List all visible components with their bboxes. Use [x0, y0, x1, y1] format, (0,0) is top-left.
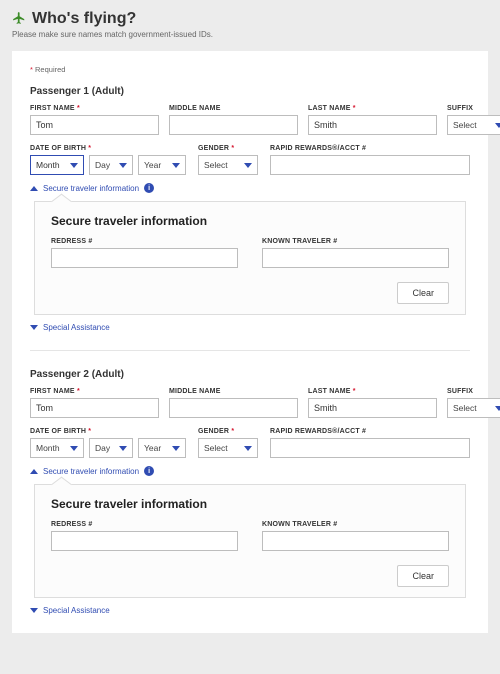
chevron-down-icon — [172, 163, 180, 168]
gender-label: GENDER * — [198, 428, 258, 435]
chevron-down-icon — [244, 163, 252, 168]
redress-label: REDRESS # — [51, 521, 238, 528]
chevron-down-icon — [30, 325, 38, 330]
first-name-input[interactable] — [30, 398, 159, 418]
suffix-select[interactable]: Select — [447, 115, 500, 135]
passenger-info-page: Who's flying? Please make sure names mat… — [0, 0, 500, 647]
redress-input[interactable] — [51, 248, 238, 268]
redress-input[interactable] — [51, 531, 238, 551]
clear-button[interactable]: Clear — [397, 565, 449, 587]
known-traveler-label: KNOWN TRAVELER # — [262, 521, 449, 528]
known-traveler-label: KNOWN TRAVELER # — [262, 238, 449, 245]
secure-panel-title: Secure traveler information — [51, 214, 449, 228]
info-icon[interactable]: i — [144, 183, 154, 193]
gender-label: GENDER * — [198, 145, 258, 152]
gender-select[interactable]: Select — [198, 438, 258, 458]
last-name-input[interactable] — [308, 398, 437, 418]
info-icon[interactable]: i — [144, 466, 154, 476]
rapid-rewards-label: RAPID REWARDS®/ACCT # — [270, 145, 470, 152]
last-name-label: LAST NAME * — [308, 105, 437, 112]
dob-year-select[interactable]: Year — [138, 438, 186, 458]
secure-traveler-toggle[interactable]: Secure traveler informationi — [30, 183, 470, 193]
dob-day-select[interactable]: Day — [89, 438, 133, 458]
first-name-input[interactable] — [30, 115, 159, 135]
divider — [30, 350, 470, 351]
secure-panel-title: Secure traveler information — [51, 497, 449, 511]
middle-name-input[interactable] — [169, 115, 298, 135]
dob-label: DATE OF BIRTH * — [30, 145, 186, 152]
rapid-rewards-input[interactable] — [270, 155, 470, 175]
first-name-label: FIRST NAME * — [30, 388, 159, 395]
page-title: Who's flying? — [32, 10, 136, 28]
redress-label: REDRESS # — [51, 238, 238, 245]
suffix-label: SUFFIX — [447, 105, 500, 112]
chevron-up-icon — [30, 186, 38, 191]
rapid-rewards-label: RAPID REWARDS®/ACCT # — [270, 428, 470, 435]
suffix-label: SUFFIX — [447, 388, 500, 395]
middle-name-label: MIDDLE NAME — [169, 105, 298, 112]
secure-traveler-toggle[interactable]: Secure traveler informationi — [30, 466, 470, 476]
dob-label: DATE OF BIRTH * — [30, 428, 186, 435]
chevron-down-icon — [119, 446, 127, 451]
suffix-select[interactable]: Select — [447, 398, 500, 418]
chevron-down-icon — [495, 123, 500, 128]
chevron-down-icon — [70, 446, 78, 451]
special-assistance-toggle[interactable]: Special Assistance — [30, 323, 470, 332]
page-subtitle: Please make sure names match government-… — [12, 30, 488, 39]
chevron-down-icon — [172, 446, 180, 451]
passenger-heading: Passenger 1 (Adult) — [30, 86, 470, 97]
secure-traveler-panel: Secure traveler information REDRESS # KN… — [34, 201, 466, 315]
dob-month-select[interactable]: Month — [30, 438, 84, 458]
known-traveler-input[interactable] — [262, 531, 449, 551]
special-assistance-toggle[interactable]: Special Assistance — [30, 606, 470, 615]
dob-day-select[interactable]: Day — [89, 155, 133, 175]
gender-select[interactable]: Select — [198, 155, 258, 175]
chevron-down-icon — [495, 406, 500, 411]
known-traveler-input[interactable] — [262, 248, 449, 268]
form-card: * Required Passenger 1 (Adult) FIRST NAM… — [12, 51, 488, 633]
page-header: Who's flying? — [12, 10, 488, 28]
last-name-input[interactable] — [308, 115, 437, 135]
secure-traveler-panel: Secure traveler information REDRESS # KN… — [34, 484, 466, 598]
required-note: * Required — [30, 65, 470, 74]
rapid-rewards-input[interactable] — [270, 438, 470, 458]
airplane-icon — [12, 11, 26, 27]
middle-name-label: MIDDLE NAME — [169, 388, 298, 395]
chevron-down-icon — [119, 163, 127, 168]
last-name-label: LAST NAME * — [308, 388, 437, 395]
clear-button[interactable]: Clear — [397, 282, 449, 304]
dob-year-select[interactable]: Year — [138, 155, 186, 175]
chevron-down-icon — [30, 608, 38, 613]
chevron-down-icon — [70, 163, 78, 168]
chevron-up-icon — [30, 469, 38, 474]
dob-month-select[interactable]: Month — [30, 155, 84, 175]
middle-name-input[interactable] — [169, 398, 298, 418]
chevron-down-icon — [244, 446, 252, 451]
passenger-heading: Passenger 2 (Adult) — [30, 369, 470, 380]
first-name-label: FIRST NAME * — [30, 105, 159, 112]
